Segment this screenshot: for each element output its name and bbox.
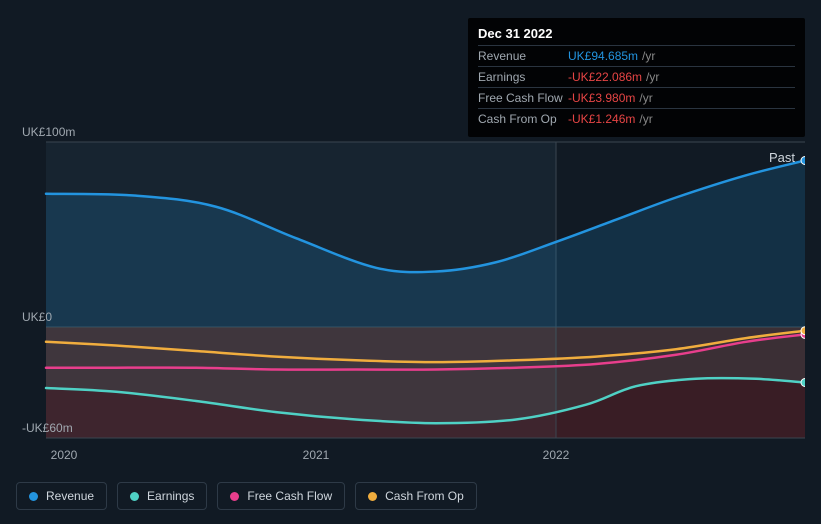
legend-item-label: Cash From Op xyxy=(385,489,464,503)
tooltip-row-unit: /yr xyxy=(639,91,652,105)
legend-item-earnings[interactable]: Earnings xyxy=(117,482,207,510)
tooltip-row-label: Cash From Op xyxy=(478,112,568,126)
tooltip-row-label: Earnings xyxy=(478,70,568,84)
x-axis-label: 2022 xyxy=(543,448,570,462)
tooltip-row-label: Free Cash Flow xyxy=(478,91,568,105)
tooltip-row-value: -UK£22.086m xyxy=(568,70,642,84)
y-axis-label: UK£0 xyxy=(22,310,52,324)
legend-item-label: Revenue xyxy=(46,489,94,503)
tooltip-row-value: UK£94.685m xyxy=(568,49,638,63)
tooltip-row-value: -UK£3.980m xyxy=(568,91,635,105)
x-axis-label: 2021 xyxy=(303,448,330,462)
legend-item-free-cash-flow[interactable]: Free Cash Flow xyxy=(217,482,345,510)
past-label: Past xyxy=(769,150,795,165)
tooltip-row-value: -UK£1.246m xyxy=(568,112,635,126)
tooltip-row: RevenueUK£94.685m/yr xyxy=(478,45,795,66)
legend-item-cash-from-op[interactable]: Cash From Op xyxy=(355,482,477,510)
legend: Revenue Earnings Free Cash Flow Cash From O… xyxy=(16,482,477,510)
chart-tooltip: Dec 31 2022 RevenueUK£94.685m/yrEarnings… xyxy=(468,18,805,137)
tooltip-row-unit: /yr xyxy=(646,70,659,84)
tooltip-row: Earnings-UK£22.086m/yr xyxy=(478,66,795,87)
line-chart-svg xyxy=(16,120,805,450)
chart-area: UK£100m UK£0 -UK£60m 2020 2021 2022 Past xyxy=(16,120,805,464)
tooltip-row-unit: /yr xyxy=(642,49,655,63)
tooltip-row: Free Cash Flow-UK£3.980m/yr xyxy=(478,87,795,108)
legend-dot-icon xyxy=(130,492,139,501)
y-axis-label: UK£100m xyxy=(22,125,75,139)
legend-dot-icon xyxy=(230,492,239,501)
legend-dot-icon xyxy=(29,492,38,501)
x-axis-label: 2020 xyxy=(51,448,78,462)
legend-item-revenue[interactable]: Revenue xyxy=(16,482,107,510)
tooltip-row: Cash From Op-UK£1.246m/yr xyxy=(478,108,795,129)
tooltip-date: Dec 31 2022 xyxy=(478,26,795,41)
legend-item-label: Free Cash Flow xyxy=(247,489,332,503)
legend-item-label: Earnings xyxy=(147,489,194,503)
y-axis-label: -UK£60m xyxy=(22,421,73,435)
legend-dot-icon xyxy=(368,492,377,501)
tooltip-row-label: Revenue xyxy=(478,49,568,63)
tooltip-row-unit: /yr xyxy=(639,112,652,126)
